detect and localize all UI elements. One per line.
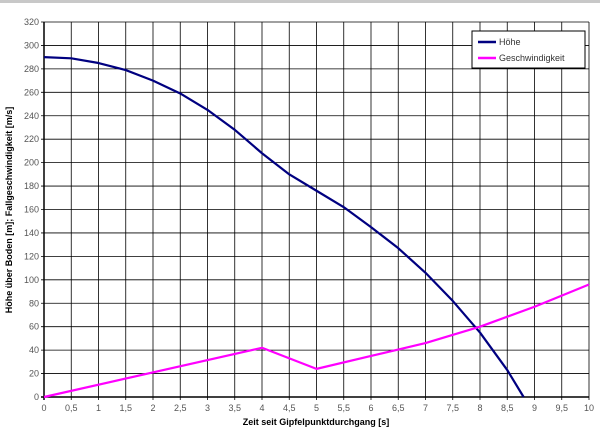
x-tick-label: 10 bbox=[584, 403, 594, 413]
y-tick-label: 240 bbox=[24, 111, 39, 121]
x-tick-label: 7,5 bbox=[446, 403, 459, 413]
x-tick-label: 2 bbox=[150, 403, 155, 413]
x-tick-label: 0 bbox=[41, 403, 46, 413]
x-tick-label: 6,5 bbox=[392, 403, 405, 413]
x-tick-label: 8 bbox=[477, 403, 482, 413]
y-axis-label: Höhe über Boden [m]; Fallgeschwindigkeit… bbox=[4, 107, 14, 314]
x-tick-label: 4,5 bbox=[283, 403, 296, 413]
x-tick-label: 9 bbox=[532, 403, 537, 413]
x-tick-label: 3 bbox=[205, 403, 210, 413]
y-tick-label: 80 bbox=[29, 298, 39, 308]
legend-label-geschwindigkeit: Geschwindigkeit bbox=[499, 53, 565, 63]
legend-label-hoehe: Höhe bbox=[499, 37, 521, 47]
y-tick-label: 280 bbox=[24, 64, 39, 74]
grid bbox=[41, 21, 590, 400]
x-tick-label: 5 bbox=[314, 403, 319, 413]
y-tick-label: 300 bbox=[24, 40, 39, 50]
x-tick-label: 1,5 bbox=[119, 403, 132, 413]
x-tick-label: 2,5 bbox=[174, 403, 187, 413]
x-axis-label: Zeit seit Gipfelpunktdurchgang [s] bbox=[243, 417, 390, 427]
tick-labels: 0 0,5 1 1,5 2 2,5 3 3,5 4 4,5 5 5,5 6 6,5 7 7,5 8 8,5 9 9,5… bbox=[24, 17, 594, 413]
y-tick-label: 120 bbox=[24, 251, 39, 261]
x-tick-label: 5,5 bbox=[337, 403, 350, 413]
x-tick-label: 7 bbox=[423, 403, 428, 413]
y-tick-label: 60 bbox=[29, 322, 39, 332]
x-tick-label: 4 bbox=[259, 403, 264, 413]
y-tick-label: 260 bbox=[24, 87, 39, 97]
y-tick-label: 200 bbox=[24, 158, 39, 168]
y-tick-label: 20 bbox=[29, 369, 39, 379]
window-top-border bbox=[0, 0, 600, 3]
y-tick-label: 320 bbox=[24, 17, 39, 27]
series-line-hoehe bbox=[43, 56, 525, 398]
y-tick-label: 220 bbox=[24, 134, 39, 144]
series-line-geschwindigkeit bbox=[43, 283, 590, 399]
y-tick-label: 180 bbox=[24, 181, 39, 191]
x-tick-label: 8,5 bbox=[501, 403, 514, 413]
x-tick-label: 0,5 bbox=[65, 403, 78, 413]
x-tick-label: 6 bbox=[368, 403, 373, 413]
y-tick-label: 140 bbox=[24, 228, 39, 238]
series-lines bbox=[43, 56, 590, 399]
y-tick-label: 160 bbox=[24, 205, 39, 215]
y-tick-label: 40 bbox=[29, 345, 39, 355]
y-tick-label: 100 bbox=[24, 275, 39, 285]
x-tick-label: 3,5 bbox=[228, 403, 241, 413]
legend: Höhe Geschwindigkeit bbox=[471, 30, 586, 69]
x-tick-label: 1 bbox=[96, 403, 101, 413]
x-tick-label: 9,5 bbox=[555, 403, 568, 413]
y-tick-label: 0 bbox=[34, 392, 39, 402]
